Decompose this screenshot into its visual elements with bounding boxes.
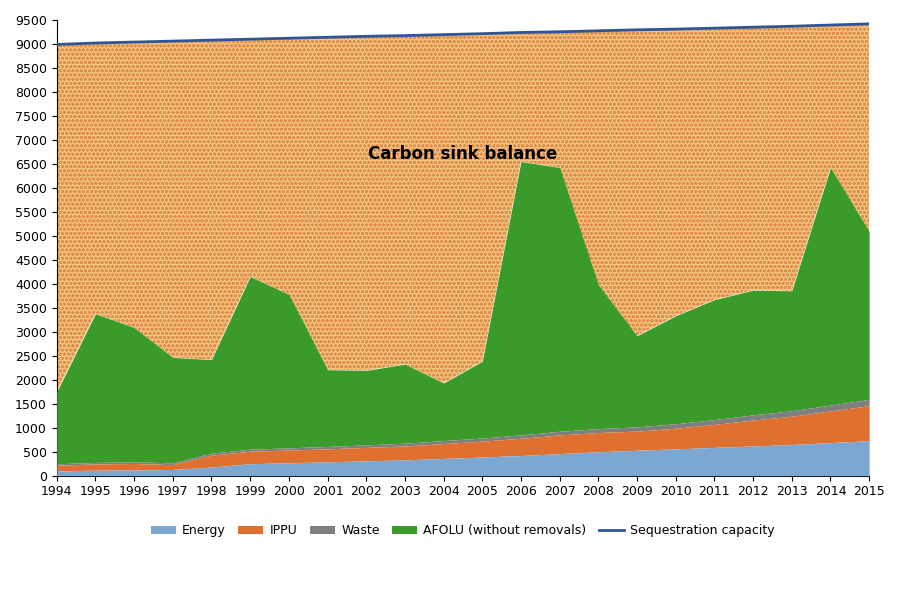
- Text: Carbon sink balance: Carbon sink balance: [368, 145, 557, 164]
- Legend: Energy, IPPU, Waste, AFOLU (without removals), Sequestration capacity: Energy, IPPU, Waste, AFOLU (without remo…: [146, 519, 780, 542]
